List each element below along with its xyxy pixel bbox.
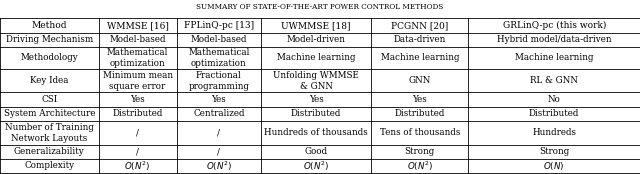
- Text: Good: Good: [305, 147, 328, 156]
- Text: No: No: [548, 95, 561, 104]
- Text: GRLinQ-pc (this work): GRLinQ-pc (this work): [502, 21, 606, 30]
- Text: Data-driven: Data-driven: [394, 35, 446, 44]
- Text: Yes: Yes: [211, 95, 227, 104]
- Text: Minimum mean
square error: Minimum mean square error: [102, 71, 173, 91]
- Text: PCGNN [20]: PCGNN [20]: [391, 21, 449, 30]
- Text: /: /: [218, 128, 220, 137]
- Text: Yes: Yes: [130, 95, 145, 104]
- Text: Number of Training
Network Layouts: Number of Training Network Layouts: [5, 123, 93, 143]
- Text: Machine learning: Machine learning: [381, 53, 459, 62]
- Text: Tens of thousands: Tens of thousands: [380, 128, 460, 137]
- Text: CSI: CSI: [41, 95, 58, 104]
- Text: Driving Mechanism: Driving Mechanism: [6, 35, 93, 44]
- Text: WMMSE [16]: WMMSE [16]: [107, 21, 168, 30]
- Text: Hundreds: Hundreds: [532, 128, 576, 137]
- Text: Complexity: Complexity: [24, 161, 74, 171]
- Text: Hundreds of thousands: Hundreds of thousands: [264, 128, 368, 137]
- Text: /: /: [136, 128, 139, 137]
- Text: Mathematical
optimization: Mathematical optimization: [188, 48, 250, 68]
- Text: Machine learning: Machine learning: [277, 53, 355, 62]
- Text: SUMMARY OF STATE-OF-THE-ART POWER CONTROL METHODS: SUMMARY OF STATE-OF-THE-ART POWER CONTRO…: [196, 3, 444, 11]
- Text: /: /: [136, 147, 139, 156]
- Text: Distributed: Distributed: [291, 109, 341, 118]
- Text: Methodology: Methodology: [20, 53, 78, 62]
- Text: Strong: Strong: [404, 147, 435, 156]
- Text: System Architecture: System Architecture: [4, 109, 95, 118]
- Text: Model-based: Model-based: [191, 35, 247, 44]
- Text: /: /: [218, 147, 220, 156]
- Text: $O(N^2)$: $O(N^2)$: [406, 159, 433, 173]
- Text: GNN: GNN: [409, 76, 431, 85]
- Text: Model-based: Model-based: [109, 35, 166, 44]
- Text: Key Idea: Key Idea: [30, 76, 68, 85]
- Text: Distributed: Distributed: [113, 109, 163, 118]
- Text: Model-driven: Model-driven: [287, 35, 346, 44]
- Text: Generalizability: Generalizability: [14, 147, 84, 156]
- Text: Hybrid model/data-driven: Hybrid model/data-driven: [497, 35, 612, 44]
- Text: Yes: Yes: [308, 95, 324, 104]
- Text: FPLinQ-pc [13]: FPLinQ-pc [13]: [184, 21, 254, 30]
- Text: Unfolding WMMSE
& GNN: Unfolding WMMSE & GNN: [273, 71, 359, 91]
- Text: Mathematical
optimization: Mathematical optimization: [107, 48, 168, 68]
- Text: Machine learning: Machine learning: [515, 53, 593, 62]
- Text: Strong: Strong: [539, 147, 570, 156]
- Text: $O(N)$: $O(N)$: [543, 160, 565, 172]
- Text: Centralized: Centralized: [193, 109, 244, 118]
- Text: Distributed: Distributed: [529, 109, 579, 118]
- Text: RL & GNN: RL & GNN: [530, 76, 579, 85]
- Text: Method: Method: [31, 21, 67, 30]
- Text: Fractional
programming: Fractional programming: [188, 71, 250, 91]
- Text: UWMMSE [18]: UWMMSE [18]: [282, 21, 351, 30]
- Text: Distributed: Distributed: [395, 109, 445, 118]
- Text: $O(N^2)$: $O(N^2)$: [205, 159, 232, 173]
- Text: $O(N^2)$: $O(N^2)$: [124, 159, 151, 173]
- Text: Yes: Yes: [412, 95, 428, 104]
- Text: $O(N^2)$: $O(N^2)$: [303, 159, 330, 173]
